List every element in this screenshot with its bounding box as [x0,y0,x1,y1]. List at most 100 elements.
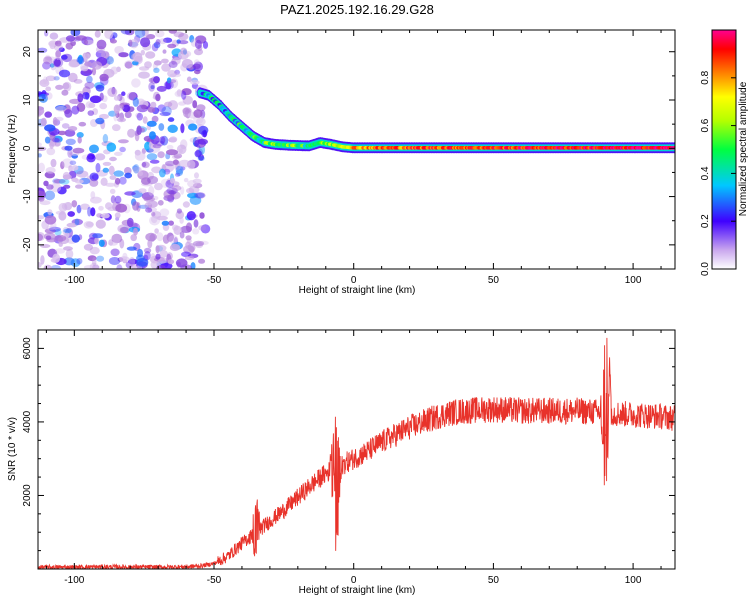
noise-blob [166,187,178,195]
noise-blob [161,58,169,64]
noise-blob [163,189,175,199]
noise-blob [38,106,45,116]
noise-blob [39,79,50,88]
noise-blob [132,97,139,107]
noise-blob [167,259,175,265]
noise-blob [153,67,160,74]
noise-blob [163,37,173,43]
noise-blob [172,159,179,165]
noise-blob [193,109,203,118]
noise-blob [38,233,44,242]
x-tick-label: -100 [64,275,84,286]
noise-blob [124,191,136,196]
noise-blob [38,146,47,151]
noise-blob [58,178,70,185]
x-tick-label: -50 [207,275,222,286]
noise-blob [65,35,76,42]
colorbar-tick-label: 0.6 [700,118,711,132]
noise-blob [153,76,160,84]
noise-blob [113,104,120,114]
noise-blob [200,224,211,234]
noise-blob [174,69,181,75]
noise-blob [38,162,45,173]
noise-blob [108,241,118,246]
noise-blob [89,172,99,182]
noise-blob [192,100,198,109]
noise-blob [58,202,68,212]
noise-blob [91,61,103,70]
noise-blob [52,253,61,263]
noise-blob [58,47,65,52]
noise-blob [168,220,175,226]
noise-blob [43,76,48,85]
noise-blob [157,151,165,159]
noise-blob [181,251,191,258]
noise-blob [60,161,65,170]
noise-blob [201,130,208,138]
noise-blob [134,55,143,63]
noise-blob [44,136,51,144]
y-tick-label: -10 [22,189,33,204]
noise-blob [119,226,129,234]
noise-blob [85,221,94,227]
noise-blob [50,182,62,193]
noise-blob [183,177,189,183]
noise-blob [176,89,182,97]
noise-blob [180,186,185,195]
noise-blob [76,170,89,178]
noise-blob [155,39,161,45]
noise-blob [156,264,166,269]
noise-blob [54,40,62,47]
noise-blob [49,32,59,40]
noise-blob [89,144,99,154]
noise-blob [86,154,96,163]
noise-blob [74,218,80,226]
noise-blob [156,232,164,242]
noise-blob [169,136,178,143]
noise-blob [102,167,110,173]
noise-blob [44,124,56,132]
spectrogram-xlabel: Height of straight line (km) [299,285,416,296]
noise-blob [132,166,142,173]
snr-ylabel: SNR (10 * v/v) [7,417,18,481]
noise-blob [101,50,110,59]
noise-blob [91,174,99,180]
noise-blob [53,76,60,81]
noise-blob [180,47,188,55]
noise-blob [140,104,147,110]
noise-blob [114,195,122,204]
noise-blob [178,101,186,106]
noise-blob [138,204,150,209]
noise-blob [178,40,189,45]
noise-blob [152,196,159,201]
noise-blob [70,30,81,37]
noise-blob [138,188,147,194]
noise-blob [136,258,149,267]
noise-blob [170,78,179,89]
noise-blob [149,159,160,164]
noise-blob [145,51,156,59]
noise-blob [117,117,126,123]
noise-blob [159,136,166,144]
noise-blob [85,101,93,109]
noise-blob [195,192,206,199]
noise-blob [143,196,156,202]
noise-blob [154,30,165,38]
noise-blob [197,138,208,145]
figure-title: PAZ1.2025.192.16.29.G28 [280,2,434,17]
noise-blob [89,246,100,255]
x-tick-label: 50 [488,275,500,286]
noise-blob [173,225,182,235]
noise-blob [115,104,125,111]
noise-blob [142,116,148,124]
noise-blob [185,222,193,233]
colorbar: 0.0 0.2 0.4 0.6 0.8 Normalized spectral ampl… [700,29,749,276]
y-tick-label: -20 [22,237,33,252]
noise-blob [95,117,105,125]
noise-blob [95,84,105,92]
noise-blob [94,30,101,38]
noise-blob [68,165,73,172]
noise-blob [195,241,204,249]
noise-blob [168,235,179,244]
noise-blob [122,252,128,261]
